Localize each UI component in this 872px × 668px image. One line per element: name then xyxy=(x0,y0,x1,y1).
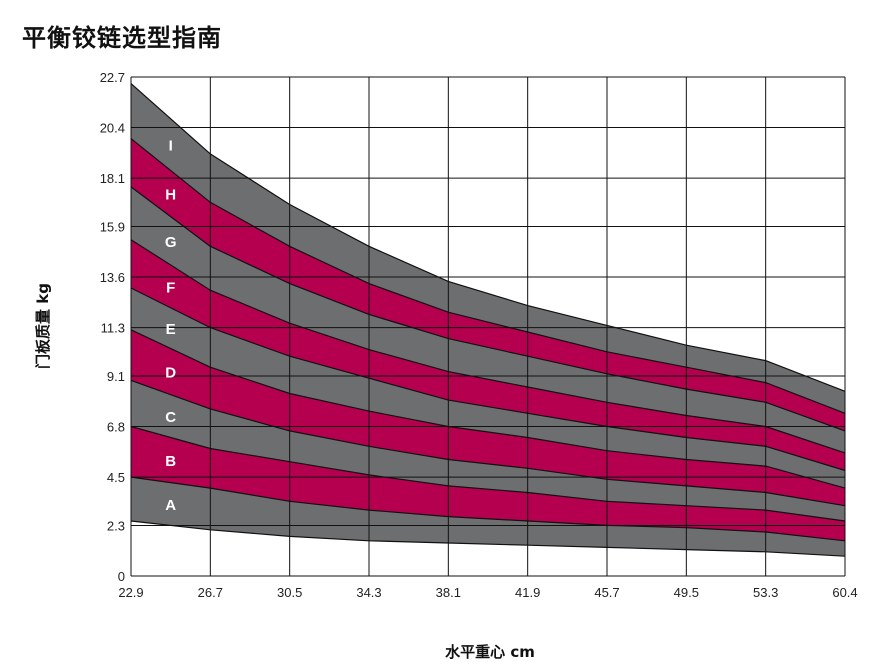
x-axis-ticks: 22.9 26.7 30.5 34.3 38.1 41.9 45.7 49.5 53.3 60.4 xyxy=(118,585,857,600)
y-tick-label: 2.3 xyxy=(107,518,125,533)
band-label-a: A xyxy=(165,497,176,514)
x-tick-label: 22.9 xyxy=(118,585,143,600)
band-boundary-line-5 xyxy=(130,287,846,472)
band-boundary-line-2 xyxy=(130,425,846,522)
band-label-f: F xyxy=(166,279,175,296)
x-tick-label: 41.9 xyxy=(515,585,540,600)
grid-layer xyxy=(130,76,846,577)
x-tick-label: 34.3 xyxy=(356,585,381,600)
y-tick-label: 13.6 xyxy=(100,270,125,285)
x-tick-label: 49.5 xyxy=(674,585,699,600)
band-i xyxy=(131,83,845,414)
y-tick-label: 6.8 xyxy=(107,420,125,435)
y-tick-label: 20.4 xyxy=(100,121,125,136)
band-label-g: G xyxy=(165,234,177,251)
band-boundary-line-1 xyxy=(130,476,846,542)
band-label-h: H xyxy=(165,187,176,204)
band-c xyxy=(131,380,845,521)
y-tick-label: 22.7 xyxy=(100,70,125,85)
band-h xyxy=(131,138,845,431)
band-b xyxy=(131,426,845,541)
band-label-d: D xyxy=(165,365,176,382)
band-label-c: C xyxy=(165,409,176,426)
x-tick-label: 38.1 xyxy=(436,585,461,600)
band-boundary-line-7 xyxy=(130,186,846,432)
x-tick-label: 26.7 xyxy=(198,585,223,600)
band-a xyxy=(131,477,845,557)
x-axis-title: 水平重心 cm xyxy=(445,643,535,661)
band-e xyxy=(131,288,845,489)
y-axis-title: 门板质量 kg xyxy=(34,283,52,369)
y-tick-label: 4.5 xyxy=(107,470,125,485)
y-tick-label: 9.1 xyxy=(107,369,125,384)
bands-layer xyxy=(130,83,846,557)
y-tick-label: 18.1 xyxy=(100,171,125,186)
y-tick-label: 11.3 xyxy=(101,321,125,336)
page-title: 平衡铰链选型指南 xyxy=(22,24,222,52)
x-tick-label: 60.4 xyxy=(832,585,857,600)
band-boundary-line-4 xyxy=(130,329,846,489)
band-boundary-line-3 xyxy=(130,379,846,507)
band-boundary-line-6 xyxy=(130,239,846,454)
band-boundary-line-0 xyxy=(130,520,846,557)
x-tick-label: 45.7 xyxy=(594,585,619,600)
band-d xyxy=(131,329,845,506)
band-boundary-line-8 xyxy=(130,138,846,414)
band-g xyxy=(131,186,845,453)
y-tick-label: 0 xyxy=(118,569,125,584)
band-label-i: I xyxy=(169,138,173,155)
band-label-e: E xyxy=(166,321,176,338)
band-labels-layer: A B C D E F G H I xyxy=(165,138,177,514)
band-label-b: B xyxy=(165,453,176,470)
y-tick-label: 15.9 xyxy=(100,219,125,234)
band-boundary-line-9 xyxy=(130,83,846,392)
x-tick-label: 30.5 xyxy=(277,585,302,600)
y-axis-ticks: 0 2.3 4.5 6.8 9.1 11.3 13.6 15.9 18.1 20.4 22.7 xyxy=(100,70,125,584)
x-tick-label: 53.3 xyxy=(753,585,778,600)
